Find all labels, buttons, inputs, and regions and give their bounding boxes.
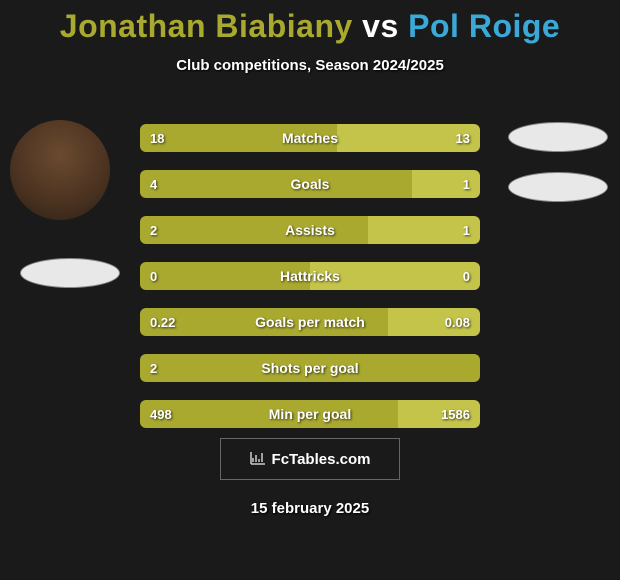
player2-avatar-placeholder (508, 122, 608, 152)
date: 15 february 2025 (0, 500, 620, 517)
player2-name: Pol Roige (408, 8, 560, 44)
bar-segment-p2 (388, 308, 480, 336)
stat-row: Shots per goal2 (140, 354, 480, 382)
bar-segment-p2 (368, 216, 480, 244)
bar-segment-p2 (310, 262, 480, 290)
player1-name: Jonathan Biabiany (60, 8, 353, 44)
vs-text: vs (362, 8, 399, 44)
bar-segment-p1 (140, 308, 388, 336)
watermark-text: FcTables.com (272, 451, 371, 468)
bar-segment-p2 (412, 170, 480, 198)
stat-row: Hattricks00 (140, 262, 480, 290)
bar-segment-p2 (337, 124, 480, 152)
chart-icon (250, 451, 266, 468)
club-badge-placeholder (20, 258, 120, 288)
bar-segment-p1 (140, 216, 368, 244)
comparison-title: Jonathan Biabiany vs Pol Roige (0, 0, 620, 45)
stat-row: Goals per match0.220.08 (140, 308, 480, 336)
player1-avatar (10, 120, 110, 220)
bar-segment-p1 (140, 124, 337, 152)
club-badge-placeholder (508, 172, 608, 202)
bar-segment-p2 (398, 400, 480, 428)
bar-segment-p1 (140, 262, 310, 290)
bar-segment-p1 (140, 354, 480, 382)
bar-segment-p1 (140, 170, 412, 198)
bar-segment-p1 (140, 400, 398, 428)
watermark: FcTables.com (220, 438, 400, 480)
avatar-placeholder (10, 120, 110, 220)
subtitle: Club competitions, Season 2024/2025 (0, 57, 620, 74)
stat-row: Matches1813 (140, 124, 480, 152)
stat-row: Assists21 (140, 216, 480, 244)
stat-row: Min per goal4981586 (140, 400, 480, 428)
stat-row: Goals41 (140, 170, 480, 198)
stats-bars: Matches1813 Goals41 Assists21 Hattricks00 Go… (140, 124, 480, 446)
